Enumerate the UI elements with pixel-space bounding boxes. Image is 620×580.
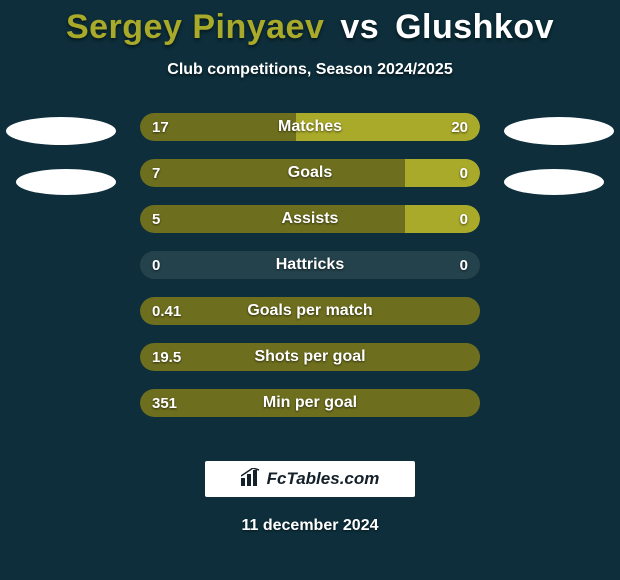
subtitle: Club competitions, Season 2024/2025 — [0, 61, 620, 79]
stat-bar: 70Goals — [140, 159, 480, 187]
date-text: 11 december 2024 — [0, 517, 620, 535]
stat-label: Matches — [140, 113, 480, 141]
stat-label: Assists — [140, 205, 480, 233]
bars-container: 1720Matches 70Goals 50Assists 00Hattricks 0.… — [140, 113, 480, 435]
player1-badge-2 — [16, 169, 116, 195]
stat-bar: 0.41Goals per match — [140, 297, 480, 325]
stat-label: Min per goal — [140, 389, 480, 417]
stat-bar: 50Assists — [140, 205, 480, 233]
stat-label: Shots per goal — [140, 343, 480, 371]
player2-name: Glushkov — [395, 8, 554, 46]
comparison-chart: 1720Matches70Goals50Assists00Hattricks0.… — [0, 117, 620, 447]
stat-bar: 00Hattricks — [140, 251, 480, 279]
stat-label: Hattricks — [140, 251, 480, 279]
player2-badge-1 — [504, 117, 614, 145]
branding-badge: FcTables.com — [205, 461, 415, 497]
stat-bar: 351Min per goal — [140, 389, 480, 417]
stat-label: Goals per match — [140, 297, 480, 325]
player1-badge-1 — [6, 117, 116, 145]
page-title: Sergey Pinyaev vs Glushkov — [0, 0, 620, 47]
stat-bar: 1720Matches — [140, 113, 480, 141]
stat-label: Goals — [140, 159, 480, 187]
stat-bar: 19.5Shots per goal — [140, 343, 480, 371]
bars-icon — [241, 468, 261, 491]
player2-badge-2 — [504, 169, 604, 195]
player1-name: Sergey Pinyaev — [66, 8, 324, 46]
branding-text: FcTables.com — [267, 469, 380, 489]
vs-text: vs — [340, 8, 379, 46]
